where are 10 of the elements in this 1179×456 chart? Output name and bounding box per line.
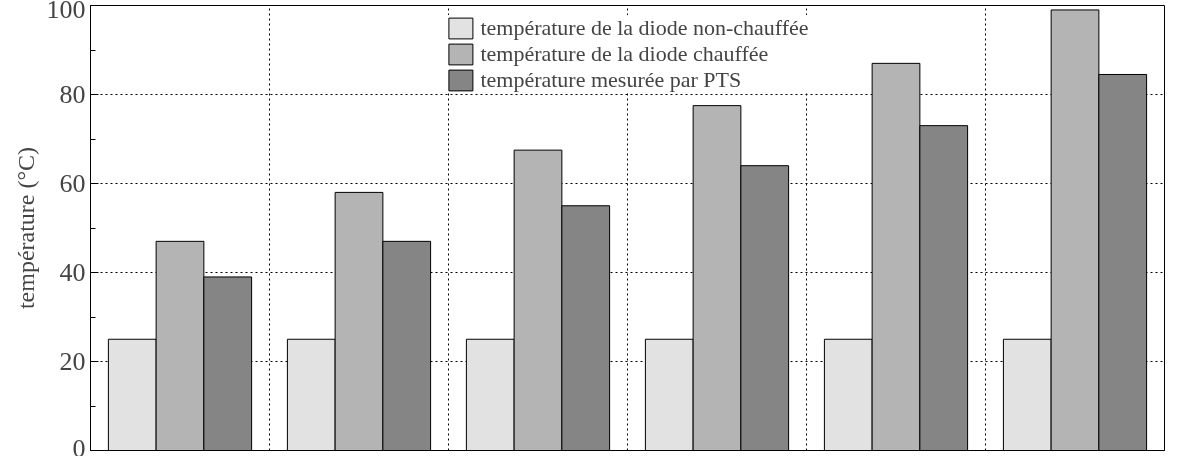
y-tick-label: 60 [59, 169, 86, 198]
legend-label: température de la diode chauffée [480, 41, 769, 67]
y-axis-title: température (°C) [12, 146, 39, 310]
y-tick-label: 20 [59, 347, 86, 376]
y-tick-label: 100 [46, 0, 86, 24]
y-tick-label: 80 [59, 80, 86, 109]
legend-label: température de la diode non-chauffée [480, 15, 809, 41]
y-tick-label: 40 [59, 258, 86, 287]
y-tick-label: 0 [72, 433, 86, 456]
legend-label: température mesurée par PTS [480, 67, 742, 93]
